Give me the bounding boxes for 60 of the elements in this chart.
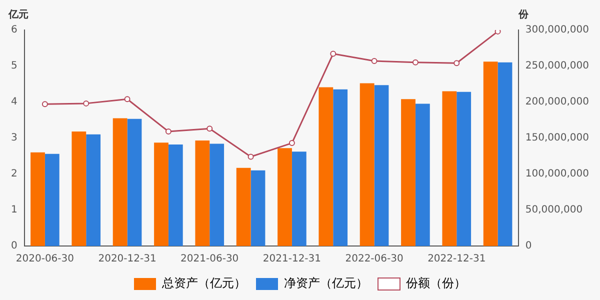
y-axis-title: 亿元	[7, 8, 28, 21]
bar	[30, 152, 45, 246]
point	[288, 140, 295, 146]
point	[42, 101, 48, 108]
x-tick-label: 2022-12-31	[428, 254, 486, 265]
bar	[195, 140, 210, 246]
y-tick-label: 3	[10, 132, 18, 144]
bar	[127, 118, 142, 246]
legend-label: 份额（份）	[406, 276, 466, 290]
point	[330, 50, 336, 57]
point	[206, 126, 213, 132]
y2-tick-label: 250,000,000	[525, 60, 590, 72]
point	[248, 154, 254, 160]
y2-tick-label: 100,000,000	[525, 168, 590, 180]
y-tick-label: 6	[10, 24, 18, 36]
y2-tick-label: 300,000,000	[525, 24, 590, 36]
bar	[112, 118, 128, 246]
bar	[318, 87, 334, 246]
point	[412, 59, 418, 66]
bar	[456, 92, 472, 246]
point	[83, 100, 90, 106]
legend-label: 总资产（亿元）	[161, 276, 246, 290]
legend-label: 净资产（亿元）	[284, 276, 368, 290]
point	[124, 96, 130, 102]
y2-tick-label: 200,000,000	[525, 96, 590, 108]
bar	[250, 170, 266, 246]
x-tick-label: 2022-06-30	[345, 254, 404, 265]
bar	[72, 132, 86, 246]
bar	[44, 154, 60, 246]
y2-tick-label: 0	[525, 240, 532, 252]
bar	[498, 62, 512, 246]
bar	[415, 104, 430, 246]
y2-axis-title: 份	[517, 8, 530, 21]
bar	[360, 83, 374, 246]
y2-tick-label: 50,000,000	[525, 204, 583, 216]
x-tick-label: 2020-06-30	[16, 254, 74, 265]
point	[454, 60, 460, 66]
bar	[374, 85, 389, 246]
point	[165, 128, 172, 135]
bar	[236, 168, 251, 246]
x-tick-label: 2020-12-31	[98, 254, 156, 265]
x-tick-label: 2021-06-30	[180, 254, 239, 265]
bar	[278, 148, 292, 246]
y-tick-label: 4	[10, 96, 18, 108]
bar	[86, 134, 101, 246]
point	[371, 58, 378, 64]
bar	[168, 144, 183, 246]
y-tick-label: 5	[10, 60, 18, 72]
bar	[333, 89, 348, 246]
y-tick-label: 1	[10, 204, 18, 216]
y-tick-label: 0	[10, 240, 18, 252]
x-tick-label: 2021-12-31	[262, 254, 322, 265]
bar	[154, 142, 168, 246]
y2-tick-label: 150,000,000	[525, 132, 590, 144]
bar	[210, 144, 224, 246]
y-tick-label: 2	[10, 168, 18, 180]
bar	[401, 99, 416, 246]
bar	[442, 91, 457, 246]
bar	[292, 152, 306, 246]
bar	[483, 62, 498, 246]
